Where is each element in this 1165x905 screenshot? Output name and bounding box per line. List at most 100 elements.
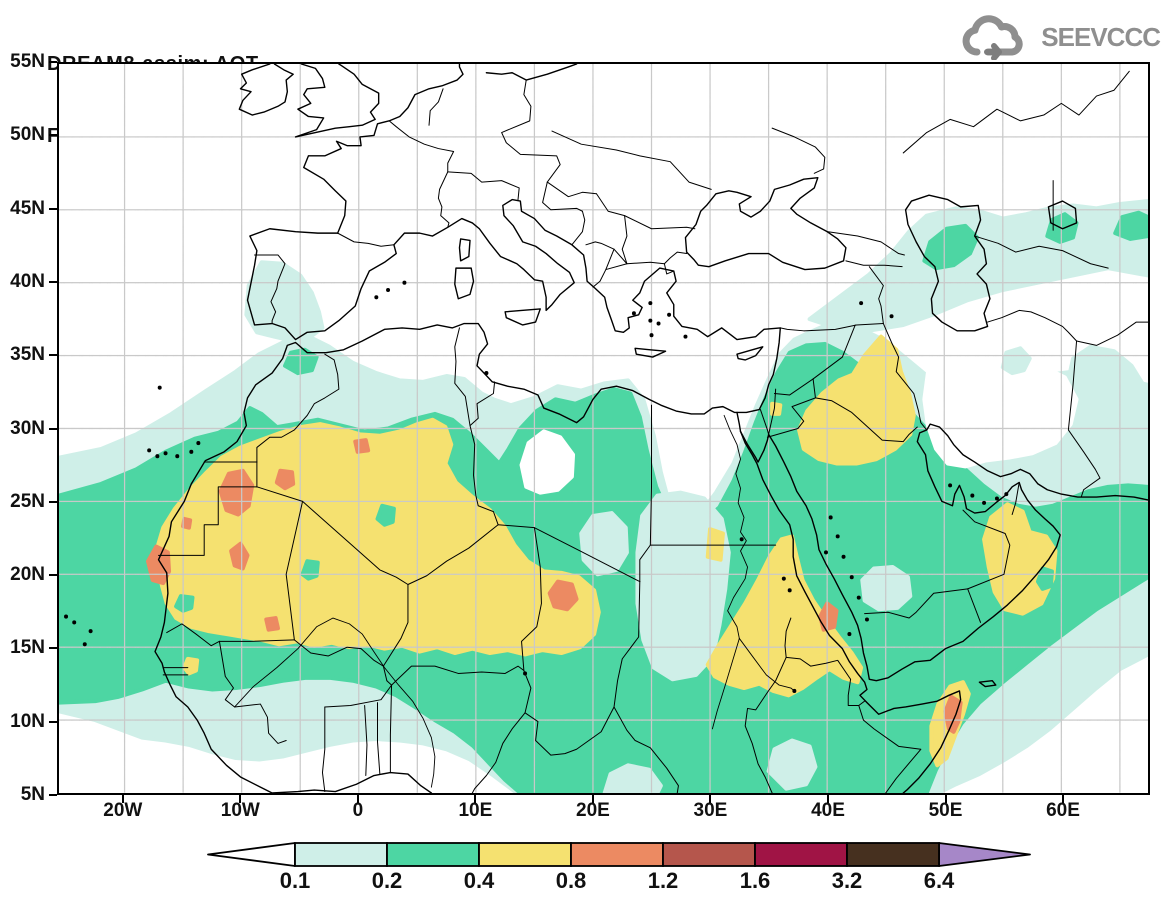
aot-0.1-caspian-band [810,201,1148,331]
y-tick-mark [49,354,57,357]
borders-path [455,328,470,426]
green-hole-algeria [378,506,394,525]
y-tick-label-15N: 15N [10,637,45,659]
island-or-lake-dot [849,575,854,580]
coast-path [486,64,576,80]
island-or-lake-dot [982,500,987,505]
borders-path [774,379,813,395]
aot-0.2-far-ne [1115,213,1148,239]
y-tick-mark [49,134,57,137]
x-tick-label-10W: 10W [220,800,260,821]
y-tick-mark [49,500,57,503]
borders-path [378,703,380,774]
borders-path [640,545,651,581]
y-tick-label-55N: 55N [10,51,45,72]
y-tick-label-20N: 20N [10,564,45,586]
island-or-lake-dot [649,333,654,338]
colorbar-arrow [207,842,296,867]
island-or-lake-dot [175,454,180,459]
borders-path [1077,322,1148,345]
aot-fill-contours [59,201,1148,793]
borders-path [614,582,678,793]
island-or-lake-dot [72,620,77,625]
island-or-lake-dot [648,301,653,306]
island-or-lake-dot [828,515,833,520]
borders-path [408,525,498,585]
island-or-lake-dot [64,614,69,619]
aot-0.1-ethiopia [769,741,816,789]
colorbar-box-3.2-6.4 [846,842,940,867]
y-tick-mark [49,574,57,577]
borders-path [1068,341,1100,497]
x-tick-mark [709,795,712,803]
borders-path [470,382,495,426]
borders-path [219,641,234,707]
borders-path [848,679,864,705]
island-or-lake-dot [88,629,93,634]
island-or-lake-dot [859,301,864,306]
island-or-lake-dot [163,451,168,456]
borders-path [257,354,339,462]
y-tick-mark [49,280,57,283]
coast-path [741,424,1148,681]
aot-0.8-wsahara-tiny [183,519,190,528]
rivers-path [712,638,739,728]
green-hole-coast [176,596,192,611]
island-or-lake-dot [386,287,391,293]
colorbar-label-0.2: 0.2 [372,868,403,893]
rivers-path [235,618,435,787]
x-tick-label-40E: 40E [811,800,845,821]
seevccc-cloud-icon [962,15,1023,60]
borders-path [827,232,904,255]
colorbar-box-0.2-0.4 [386,842,480,867]
island-or-lake-dot [792,688,797,693]
borders-path [780,324,883,331]
aot-0.4-sudan-redsea [708,536,861,695]
island-or-lake-dot [656,321,661,326]
x-tick-mark [121,795,124,803]
colorbar-label-0.1: 0.1 [280,868,311,893]
y-tick-label-5N: 5N [20,784,45,805]
borders-path [769,389,776,434]
y-tick-label-25N: 25N [10,490,45,512]
aot-0.1-afghan [1067,347,1143,420]
borders-path [767,379,815,437]
colorbar-box-1.2-1.6 [662,842,756,867]
island-or-lake-dot [787,588,792,593]
y-tick-label-45N: 45N [10,197,45,219]
borders-path [815,398,917,442]
aot-0.1-iran-spot [1003,348,1030,373]
coast-path [304,64,463,233]
aot-0.8-mrt-2 [231,544,247,569]
y-tick-label-40N: 40N [10,270,45,292]
island-or-lake-dot [374,295,379,300]
coast-path [906,195,990,331]
y-tick-mark [49,720,57,723]
island-or-lake-dot [889,314,894,319]
aot-0.8-eritrea [820,603,836,629]
aot-0.1-ssudan [605,765,661,793]
aot-colorbar-legend: 0.1 0.2 0.4 0.8 1.2 1.6 3.2 6.4 [207,842,1031,893]
borders-path [294,640,383,666]
borders-path [498,525,640,582]
colorbar-label-0.4: 0.4 [464,868,495,893]
x-tick-mark [591,795,594,803]
borders-path [286,501,302,640]
aot-0.8-algeria [355,440,368,452]
island-or-lake-dot [157,385,162,390]
borders-path [502,80,561,182]
x-tick-mark [239,795,242,803]
aot-0.8-wsahara-2 [277,471,293,488]
x-tick-label-20W: 20W [103,800,143,821]
borders-path [903,71,1129,153]
borders-path [338,233,394,246]
colorbar-box-0.1-0.2 [294,842,388,867]
coast-path [296,64,379,137]
x-tick-mark [944,795,947,803]
island-or-lake-dot [781,576,786,581]
x-tick-label-0: 0 [352,800,364,821]
aot-0.4-senegal-dot [184,659,197,674]
y-tick-mark [49,794,57,796]
x-tick-label-10E: 10E [458,800,493,821]
small-islands-lakes [64,280,1009,693]
